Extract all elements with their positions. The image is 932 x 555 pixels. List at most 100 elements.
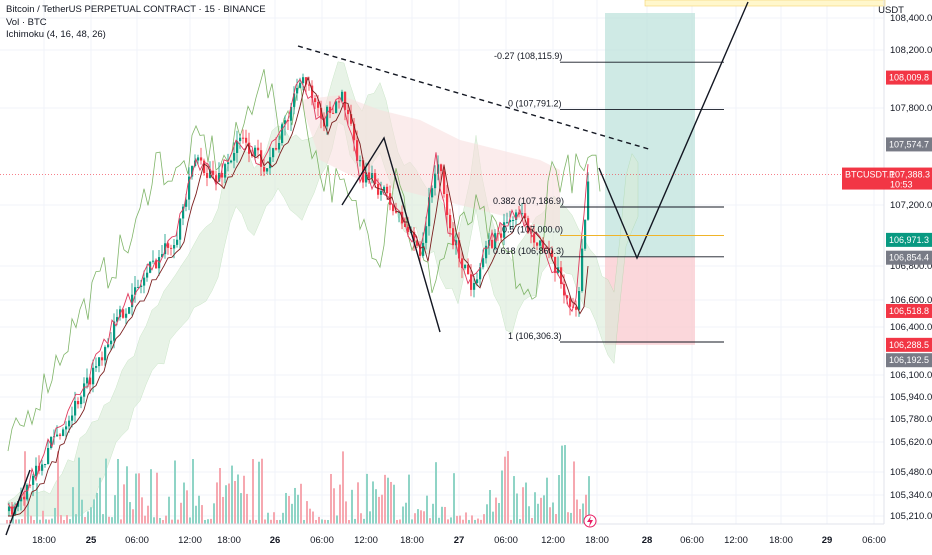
candle-body <box>161 254 164 258</box>
candle-body <box>272 148 275 158</box>
time-axis-tick: 06:00 <box>494 535 518 546</box>
volume-bar <box>165 515 167 524</box>
candle-body <box>44 464 47 465</box>
price-tag[interactable] <box>886 70 932 85</box>
price-axis-tick: 106,600.0 <box>890 295 932 306</box>
volume-bar <box>471 515 473 524</box>
quote-unit-label: USDT <box>878 5 904 16</box>
volume-bar <box>363 518 365 524</box>
candle-body <box>218 173 221 182</box>
volume-bar <box>195 505 197 524</box>
candle-body <box>575 306 578 310</box>
candle-body <box>299 83 302 88</box>
volume-bar <box>384 474 386 524</box>
volume-bar <box>171 519 173 524</box>
candle-body <box>389 193 392 205</box>
volume-bar <box>348 519 350 524</box>
legend-volume[interactable]: Vol · BTC <box>6 16 47 28</box>
candle-body <box>293 93 296 107</box>
candle-body <box>47 448 50 465</box>
candle-body <box>491 239 494 248</box>
candle-body <box>230 160 233 163</box>
volume-bar <box>555 514 557 524</box>
candle-body <box>266 168 269 172</box>
volume-bar <box>498 502 500 524</box>
volume-bar <box>372 481 374 524</box>
candle-body <box>29 484 32 486</box>
volume-bar <box>318 516 320 524</box>
volume-bar <box>408 474 410 524</box>
candle-body <box>11 506 14 515</box>
price-tag[interactable] <box>886 250 932 265</box>
candle-body <box>233 153 236 161</box>
candle-body <box>365 172 368 183</box>
candle-body <box>62 429 65 436</box>
candle-body <box>200 157 203 161</box>
fib-level-label: 1 (106,306.3) <box>508 331 562 341</box>
candle-body <box>536 242 539 246</box>
price-tag-value: 107,388.3 <box>890 170 930 180</box>
candle-body <box>422 242 425 256</box>
volume-bar <box>45 519 47 524</box>
volume-bar <box>66 515 68 524</box>
volume-bar <box>468 519 470 524</box>
candle-body <box>311 85 314 99</box>
price-tag[interactable] <box>886 337 932 352</box>
candle-body <box>191 166 194 177</box>
pattern-lines[interactable] <box>341 136 441 333</box>
volume-bar <box>258 461 260 524</box>
candle-body <box>56 434 59 437</box>
time-axis-tick: 28 <box>642 535 653 546</box>
volume-bar <box>402 506 404 524</box>
time-axis-tick: 18:00 <box>32 535 56 546</box>
candle-body <box>227 162 230 165</box>
dashed-trendline[interactable] <box>297 45 653 151</box>
candle-body <box>329 106 332 113</box>
projection-path[interactable] <box>598 1 749 260</box>
target-zone[interactable] <box>605 13 695 257</box>
legend-title[interactable]: Bitcoin / TetherUS PERPETUAL CONTRACT · … <box>6 4 266 15</box>
candle-body <box>443 171 446 194</box>
volume-bar <box>135 473 137 524</box>
price-axis-tick: 105,620.0 <box>890 437 932 448</box>
time-axis-tick: 12:00 <box>354 535 378 546</box>
price-tag[interactable] <box>886 353 932 368</box>
volume-bar <box>21 518 23 524</box>
candle-body <box>566 295 569 299</box>
volume-bar <box>177 519 179 524</box>
candle-body <box>35 465 38 476</box>
candle-body <box>80 396 83 405</box>
volume-bar <box>111 517 113 524</box>
candle-body <box>347 109 350 115</box>
price-tag[interactable] <box>886 232 932 247</box>
candle-body <box>113 321 116 341</box>
candle-body <box>458 240 461 259</box>
candle-body <box>188 176 191 200</box>
candle-body <box>539 240 542 246</box>
price-tag-label: 106,971.3 <box>889 235 929 245</box>
price-tag[interactable] <box>886 303 932 318</box>
price-tag-last[interactable] <box>842 167 932 190</box>
volume-bar <box>507 451 509 524</box>
time-axis-tick: 29 <box>822 535 833 546</box>
annotation-box[interactable] <box>644 0 886 7</box>
candle-body <box>428 197 431 227</box>
candle-body <box>470 274 473 290</box>
price-tag[interactable] <box>886 137 932 152</box>
candle-body <box>479 267 482 280</box>
volume-bar <box>252 459 254 524</box>
candle-body <box>155 260 158 269</box>
ichimoku-cloud-bearish <box>300 95 560 230</box>
legend-ichimoku[interactable]: Ichimoku (4, 16, 48, 26) <box>6 29 106 40</box>
volume-bar <box>417 509 419 524</box>
candle-body <box>122 309 125 318</box>
price-tag-label: 106,518.8 <box>889 306 929 316</box>
volume-bar <box>486 504 488 524</box>
volume-bar <box>432 503 434 524</box>
candle-body <box>239 137 242 142</box>
candle-body <box>50 437 53 448</box>
candle-body <box>278 143 281 150</box>
